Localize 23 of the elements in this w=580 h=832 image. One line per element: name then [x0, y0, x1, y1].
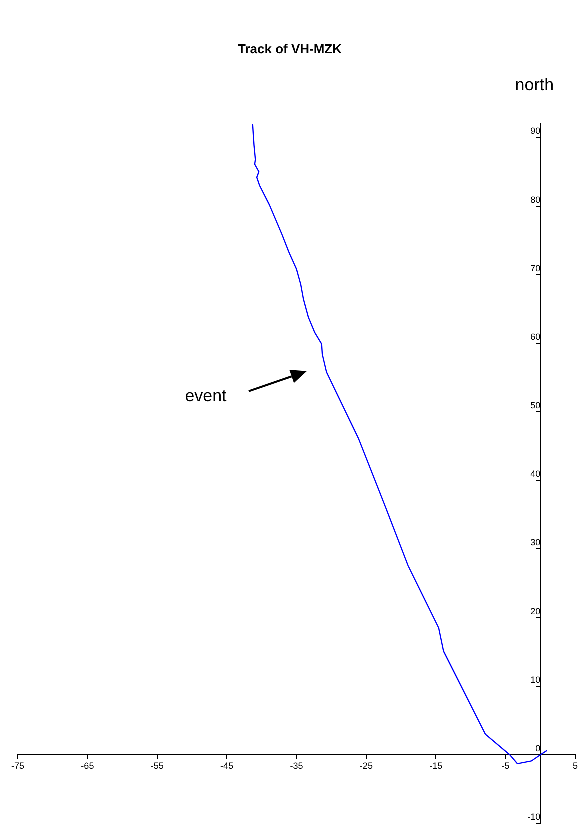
x-tick-label: -15 [430, 760, 443, 771]
y-tick-label: 70 [530, 263, 541, 274]
y-axis-title: north [515, 76, 554, 95]
y-tick-label: 40 [530, 469, 541, 480]
y-tick-label: 80 [530, 194, 541, 205]
x-tick-label: 5 [572, 760, 578, 771]
y-tick-label: 0 [536, 743, 541, 754]
y-tick-label: 20 [530, 606, 541, 616]
x-tick-label: -65 [81, 760, 94, 771]
annotation: event [185, 386, 228, 406]
x-tick-label: -45 [220, 760, 234, 771]
y-tick-label: 50 [530, 400, 541, 411]
x-tick-label: -75 [11, 760, 25, 771]
y-tick-label: 30 [530, 538, 541, 548]
chart-title: Track of VH-MZK [238, 42, 343, 57]
x-tick-label: -55 [150, 760, 164, 771]
x-tick-label: -35 [290, 760, 304, 771]
x-tick-label: -25 [360, 760, 373, 771]
y-tick-label: -10 [528, 812, 541, 822]
y-tick-label: 90 [530, 126, 541, 136]
y-tick-label: 60 [530, 332, 541, 342]
y-tick-label: 10 [530, 674, 541, 685]
x-tick-label: -5 [502, 760, 510, 771]
